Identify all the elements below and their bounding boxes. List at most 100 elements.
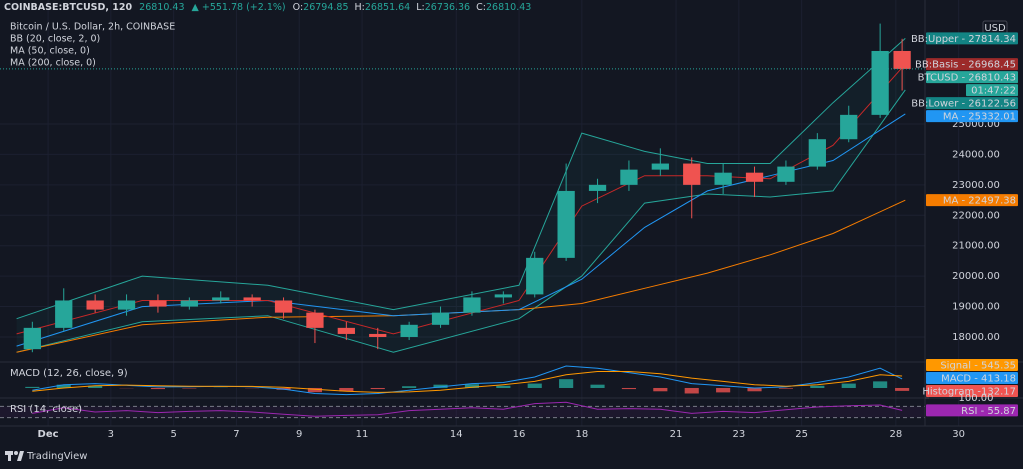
x-tick-label: 30 (952, 429, 965, 440)
brand: TradingView (26, 451, 87, 462)
histogram-bar (873, 381, 888, 388)
ohlc-value: 26794.85 (303, 2, 348, 13)
histogram-bar (684, 387, 699, 394)
price-tag (926, 372, 1018, 384)
y-tick-label: 100.00 (959, 393, 994, 404)
candle-body (557, 190, 575, 258)
histogram-bar (307, 387, 323, 393)
candle-body (431, 312, 450, 325)
candle-body (86, 300, 104, 310)
header: COINBASE:BTCUSD, 120 26810.43 ▲ +551.78 … (4, 2, 531, 13)
candle-body (23, 327, 41, 350)
y-tick-label: 22000.00 (952, 210, 1000, 221)
x-tick-label: 9 (296, 429, 302, 440)
histogram-bar (88, 385, 103, 388)
histogram-bar (402, 386, 417, 388)
x-tick-label: 25 (795, 429, 808, 440)
candle-body (526, 257, 544, 295)
candle-body (494, 294, 512, 298)
level-band (0, 406, 925, 418)
legend-item: MA (200, close, 0) (10, 58, 96, 69)
y-tick-label: 20000.00 (952, 271, 1000, 282)
histogram-bar (747, 387, 762, 392)
candle-body (55, 300, 73, 328)
candle-body (808, 139, 826, 167)
candle-body (400, 324, 418, 337)
x-tick-label: 23 (732, 429, 745, 440)
line-series (32, 365, 903, 396)
price-tag-label: BB:Upper - 27814.34 (911, 34, 1016, 45)
candle-body (306, 312, 324, 328)
logo-shape (17, 451, 24, 461)
ohlc-label: C: (476, 2, 486, 13)
price-tag-label: Signal - 545.35 (940, 361, 1016, 372)
x-tick-label: 18 (575, 429, 588, 440)
line-series (16, 199, 906, 353)
ohlc-value: 26851.64 (365, 2, 410, 13)
price-tag-label: MA - 22497.38 (943, 196, 1016, 207)
histogram-bar (590, 384, 605, 388)
ohlc-label: H: (355, 2, 365, 13)
footer (0, 442, 1023, 469)
x-tick-label: Dec (38, 429, 59, 440)
pane-title: MACD (12, 26, close, 9) (10, 368, 128, 379)
ohlc-label: L: (416, 2, 425, 13)
price-tag (926, 97, 1018, 110)
price-tag-label: Histogram -132.17 (922, 387, 1016, 398)
logo-shape (5, 451, 13, 455)
histogram-bar (653, 387, 668, 392)
price-tag-label: BB:Lower - 26122.56 (911, 99, 1016, 110)
change: ▲ +551.78 (+2.1%) (192, 2, 286, 13)
band-fill (16, 38, 906, 353)
x-tick-label: 28 (889, 429, 902, 440)
price-tag-label: RSI - 55.87 (961, 406, 1016, 417)
candle-body (463, 297, 481, 313)
candle-body (651, 163, 669, 170)
candle-body (149, 300, 167, 307)
plot (0, 23, 925, 419)
histogram-bar (841, 383, 856, 388)
price-tag (926, 404, 1018, 417)
candle-body (840, 114, 858, 140)
histogram-bar (496, 385, 511, 388)
price-tag-label: BTCUSD - 26810.43 (918, 73, 1016, 84)
candle-body (337, 327, 355, 334)
candle-body (777, 166, 795, 182)
histogram-bar (559, 379, 574, 388)
histogram-bar (621, 387, 636, 390)
candle-body (714, 172, 732, 185)
countdown-tag (966, 84, 1018, 97)
logo-shape (8, 455, 11, 461)
price-tag-label: MACD - 413.18 (941, 374, 1016, 385)
legend-item: BB (20, close, 2, 0) (10, 34, 100, 45)
price-tag (926, 58, 1018, 71)
line-series (32, 401, 903, 417)
candle-body (274, 300, 293, 313)
histogram-bar (25, 386, 40, 388)
price-tag (926, 32, 1018, 45)
x-tick-label: 16 (513, 429, 526, 440)
countdown: 01:47:22 (971, 86, 1016, 97)
y-tick-label: 23000.00 (952, 180, 1000, 191)
band-line (16, 89, 906, 353)
histogram-bar (895, 387, 910, 391)
candle-body (212, 297, 230, 301)
candle-body (683, 163, 701, 185)
candle-body (871, 50, 889, 115)
currency: USD (984, 23, 1006, 34)
ohlc-value: 26736.36 (425, 2, 470, 13)
y-tick-label: 18000.00 (952, 332, 1000, 343)
candle-body (893, 50, 911, 69)
y-tick-label: 25000.00 (952, 119, 1000, 130)
logo-shape (14, 451, 18, 455)
ohlc-value: 26810.43 (486, 2, 531, 13)
price-tag (926, 194, 1018, 207)
ohlc-label: O: (293, 2, 304, 13)
pane-title: RSI (14, close) (10, 404, 82, 415)
histogram-bar (339, 387, 354, 392)
histogram-bar (527, 383, 542, 388)
candle-body (117, 300, 136, 310)
grid (0, 0, 960, 426)
